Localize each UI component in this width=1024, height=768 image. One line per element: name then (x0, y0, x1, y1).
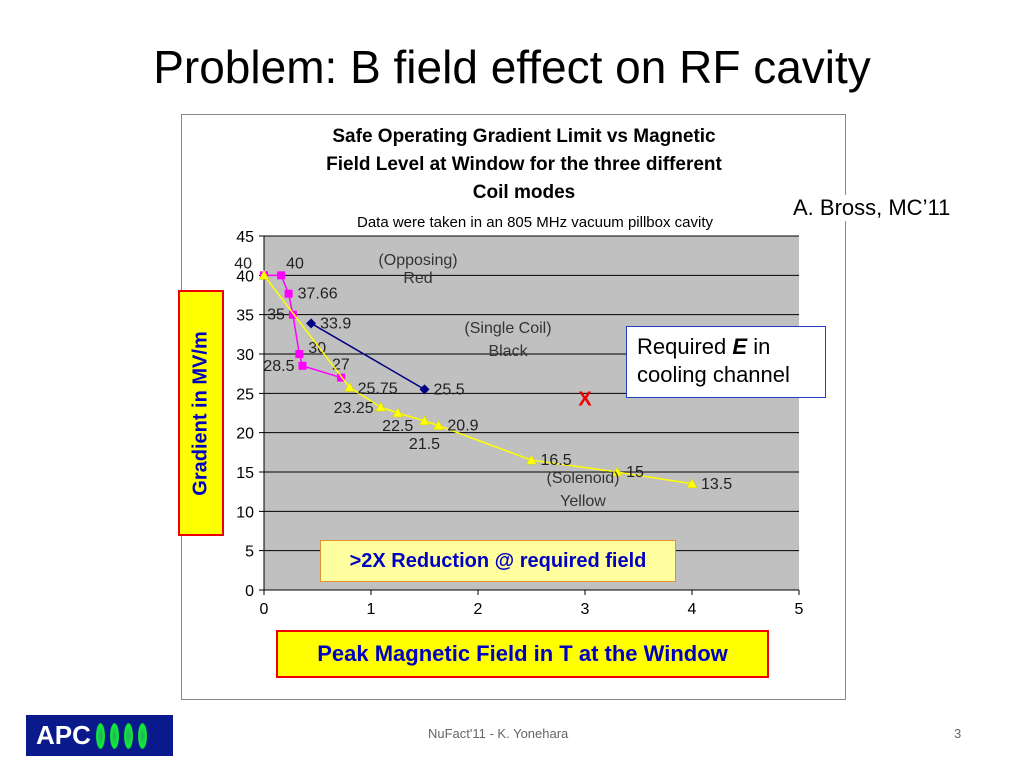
chart-subtitle: Data were taken in an 805 MHz vacuum pil… (357, 214, 714, 231)
data-label: 35 (267, 307, 285, 324)
series-annotation: (Single Coil) (464, 320, 551, 337)
data-point-square (277, 271, 286, 280)
apc-logo: APC (26, 715, 173, 756)
data-point-triangle (344, 381, 356, 392)
x-tick-label: 0 (260, 601, 269, 618)
data-label: 25.5 (434, 381, 465, 398)
data-point-square (298, 361, 307, 370)
data-point-diamond (419, 384, 430, 395)
data-label: 30 (308, 340, 326, 357)
chart-title-line: Safe Operating Gradient Limit vs Magneti… (332, 126, 716, 147)
series-annotation: Black (488, 343, 528, 360)
chart: Safe Operating Gradient Limit vs Magneti… (234, 126, 804, 618)
x-tick-label: 5 (795, 601, 804, 618)
y-tick-label: 20 (236, 426, 254, 443)
data-label: 13.5 (701, 476, 732, 493)
req-text2: in (747, 334, 771, 359)
data-point-square (288, 310, 297, 319)
series-annotation: (Solenoid) (547, 470, 620, 487)
data-point-triangle (375, 401, 387, 412)
series-annotation: (Opposing) (378, 252, 457, 269)
y-tick-label: 15 (236, 465, 254, 482)
data-label: 40 (286, 255, 304, 272)
credit: A. Bross, MC’11 (793, 195, 951, 221)
x-tick-label: 4 (688, 601, 697, 618)
chart-title-line: Field Level at Window for the three diff… (326, 154, 722, 175)
data-point-square (284, 289, 293, 298)
y-tick-label: 45 (236, 229, 254, 246)
x-axis-label-box: Peak Magnetic Field in T at the Window (276, 630, 769, 678)
data-point-triangle (258, 269, 270, 280)
series-annotation: Yellow (560, 493, 606, 510)
y-axis-label-box: Gradient in MV/m (178, 290, 224, 536)
reduction-callout: >2X Reduction @ required field (320, 540, 676, 582)
req-line2: cooling channel (637, 362, 790, 387)
req-text: Required (637, 334, 733, 359)
y-tick-label: 5 (245, 544, 254, 561)
data-label: 33.9 (320, 315, 351, 332)
data-point-square (337, 373, 346, 382)
y-tick-label: 40 (236, 268, 254, 285)
logo-text: APC (36, 720, 91, 750)
x-tick-label: 1 (367, 601, 376, 618)
data-point-triangle (686, 478, 698, 489)
data-label: 22.5 (382, 418, 413, 435)
page-number: 3 (954, 726, 962, 741)
data-point-triangle (432, 420, 444, 430)
data-label: 20.9 (447, 418, 478, 435)
required-e-callout: Required E in cooling channel (626, 326, 826, 398)
x-tick-label: 2 (474, 601, 483, 618)
series-annotation: Red (403, 270, 432, 287)
data-label: 16.5 (541, 452, 572, 469)
data-point-diamond (306, 318, 317, 329)
y-tick-label: 25 (236, 386, 254, 403)
data-label: 37.66 (298, 286, 338, 303)
y-tick-label: 30 (236, 347, 254, 364)
y-tick-label: 0 (245, 583, 254, 600)
chart-frame: Safe Operating Gradient Limit vs Magneti… (181, 114, 846, 700)
data-label: 21.5 (409, 436, 440, 453)
data-label: 40 (234, 255, 252, 272)
data-point-triangle (526, 454, 537, 465)
footer-text: NuFact'11 - K. Yonehara (428, 726, 569, 741)
data-label: 27 (332, 357, 350, 374)
chart-title-line: Coil modes (473, 182, 575, 203)
data-label: 25.75 (358, 380, 398, 397)
data-label: 28.5 (263, 358, 294, 375)
data-point-square (295, 350, 304, 358)
y-axis-label: Gradient in MV/m (189, 330, 212, 496)
data-point-triangle (392, 407, 404, 418)
data-point-triangle (611, 466, 623, 477)
data-point-triangle (419, 415, 430, 426)
data-label: 15 (626, 464, 644, 481)
data-label: 23.25 (334, 400, 374, 417)
x-tick-label: 3 (581, 601, 590, 618)
y-tick-label: 10 (236, 504, 254, 521)
series-line (310, 322, 425, 391)
plot-area (264, 236, 799, 590)
y-tick-label: 35 (236, 308, 254, 325)
required-field-marker: X (578, 388, 592, 410)
req-e: E (732, 334, 748, 359)
slide-title: Problem: B field effect on RF cavity (153, 41, 871, 93)
